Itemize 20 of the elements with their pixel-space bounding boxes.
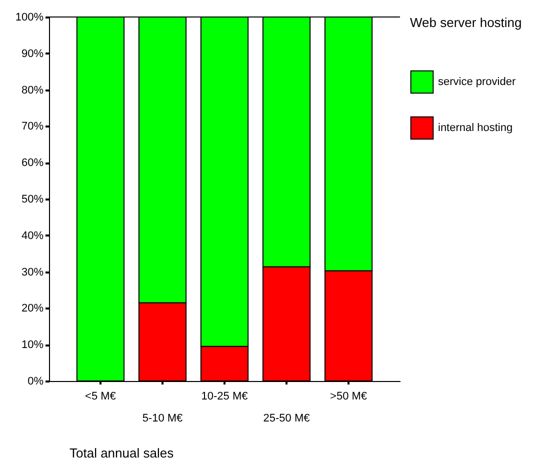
y-tick-label: 20% <box>21 302 44 315</box>
y-tick-label: 30% <box>21 266 44 278</box>
x-tick-label: <5 M€ <box>85 390 116 402</box>
y-tick-label: 40% <box>21 230 44 242</box>
y-tick-label: 80% <box>21 84 44 96</box>
legend-label: internal hosting <box>438 122 513 134</box>
x-tick-label: 10-25 M€ <box>201 390 248 402</box>
y-tick-label: 50% <box>21 194 44 206</box>
legend-title: Web server hosting <box>410 15 522 30</box>
y-tick-label: 70% <box>21 120 44 133</box>
x-tick-label: 25-50 M€ <box>263 412 310 424</box>
y-tick-label: 60% <box>21 157 44 170</box>
y-tick-label: 0% <box>28 376 44 388</box>
legend-label: service provider <box>438 76 516 88</box>
x-tick-label: 5-10 M€ <box>142 412 183 424</box>
x-axis-title: Total annual sales <box>70 446 174 460</box>
y-tick-label: 100% <box>15 12 44 24</box>
y-tick-label: 90% <box>21 48 44 60</box>
y-tick-label: 10% <box>21 339 44 352</box>
x-tick-label: >50 M€ <box>330 390 368 402</box>
